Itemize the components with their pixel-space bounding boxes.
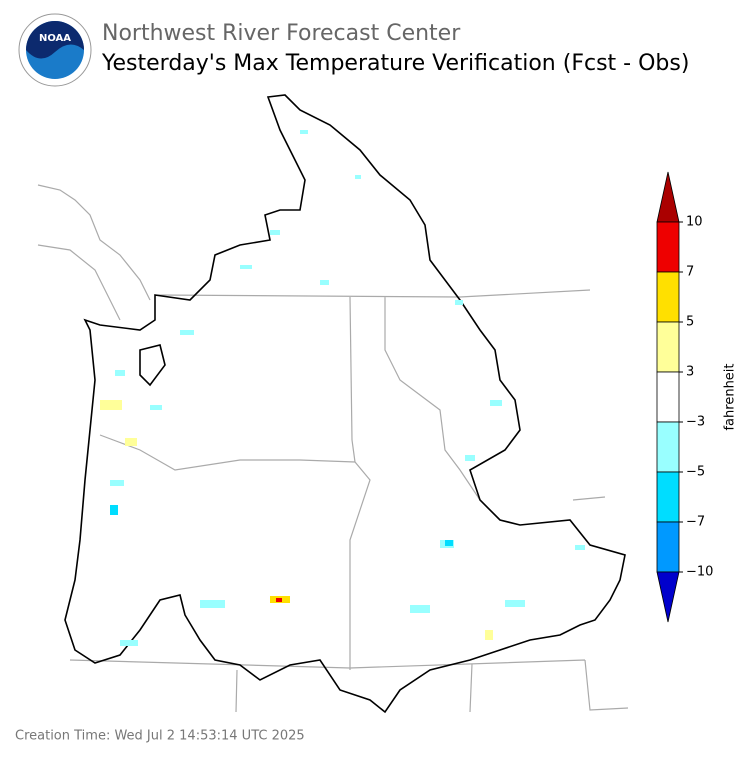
error-speckles (110, 130, 585, 646)
colorbar-extension (656, 171, 680, 223)
colorbar-tick-label: 3 (686, 365, 694, 380)
coastline (37, 184, 151, 321)
logo-text: NOAA (39, 33, 71, 44)
colorbar-tick-label: 7 (686, 265, 694, 280)
colorbar-tick-label: −3 (686, 415, 705, 430)
colorbar-segment (656, 371, 680, 423)
colorbar-segment (656, 221, 680, 273)
colorbar-tick-label: 5 (686, 315, 694, 330)
colorbar-segment (656, 321, 680, 373)
puget-sound (139, 344, 166, 387)
colorbar-tick-label: 10 (686, 215, 703, 230)
colorbar: 10 7 5 3 −3 −5 −7 −10 (656, 171, 713, 623)
colorbar-segment (656, 521, 680, 573)
state-borders (69, 289, 629, 713)
map-title: Yesterday's Max Temperature Verification… (101, 51, 689, 76)
logo: NOAA (18, 13, 92, 87)
colorbar-tick-label: −10 (686, 565, 713, 580)
colorbar-tick-label: −5 (686, 465, 705, 480)
colorbar-segment (656, 471, 680, 523)
colorbar-tick-label: −7 (686, 515, 705, 530)
agency-title: Northwest River Forecast Center (102, 21, 461, 46)
colorbar-extension (656, 571, 680, 623)
colorbar-segment (656, 421, 680, 473)
colorbar-segment (656, 271, 680, 323)
basin-outline (64, 94, 626, 714)
map (37, 94, 629, 714)
creation-time: Creation Time: Wed Jul 2 14:53:14 UTC 20… (15, 729, 305, 744)
colorbar-label: fahrenheit (723, 363, 738, 430)
warm-speckles (100, 400, 493, 640)
